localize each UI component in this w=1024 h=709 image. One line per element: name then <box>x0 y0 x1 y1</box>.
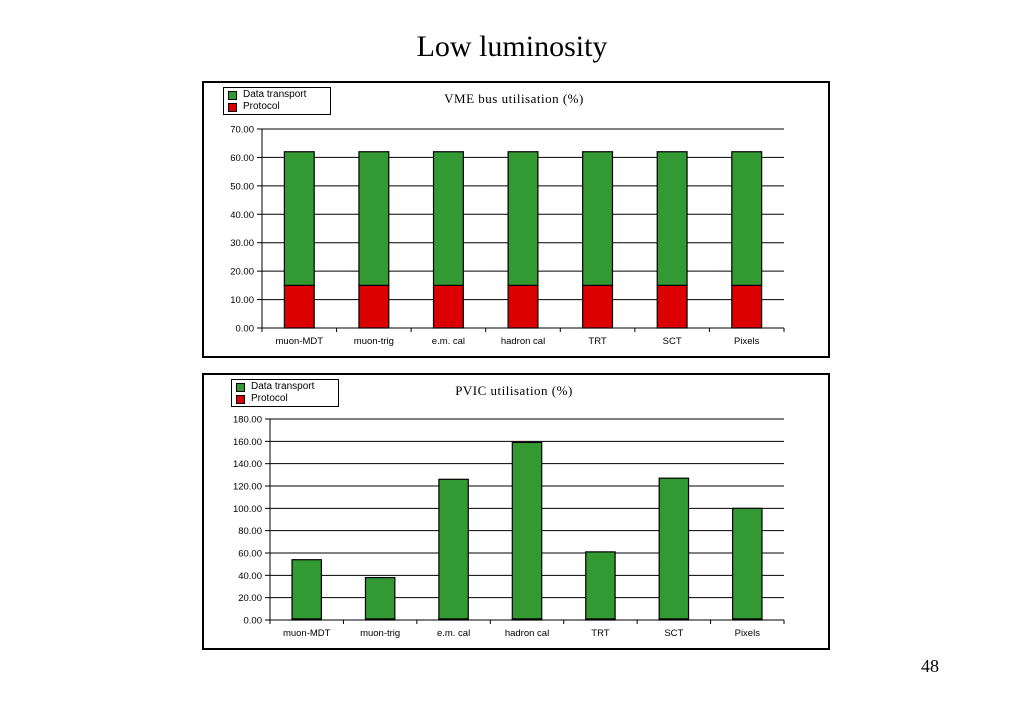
x-tick-label: e.m. cal <box>437 628 470 639</box>
x-tick-label: e.m. cal <box>432 336 465 347</box>
bar-data-transport <box>585 551 616 620</box>
bar-protocol <box>507 284 539 329</box>
legend-swatch-data-transport <box>236 382 245 392</box>
x-tick-label: hadron cal <box>505 628 549 639</box>
y-tick-label: 180.00 <box>233 415 262 426</box>
y-tick-label: 60.00 <box>238 549 262 560</box>
x-tick-label: muon-trig <box>360 628 400 639</box>
y-tick-label: 100.00 <box>233 504 262 515</box>
x-tick-label: Pixels <box>734 336 760 347</box>
vme-bar-chart: 0.00 10.00 20.00 30.00 40.00 50.00 60.00 70.00 m… <box>230 125 785 347</box>
x-tick-label: SCT <box>664 628 683 639</box>
bar-data-transport <box>658 477 690 620</box>
vme-chart-title: VME bus utilisation (%) <box>444 91 584 106</box>
legend-label: Protocol <box>243 101 280 112</box>
y-tick-label: 40.00 <box>230 210 254 221</box>
y-tick-label: 160.00 <box>233 437 262 448</box>
legend-swatch-data-transport <box>228 90 237 100</box>
x-tick-label: muon-MDT <box>276 336 324 347</box>
x-tick-label: TRT <box>588 336 606 347</box>
x-tick-label: TRT <box>591 628 609 639</box>
legend-swatch-protocol <box>236 394 245 404</box>
bar-protocol <box>582 284 614 329</box>
vme-legend: Data transport Protocol <box>223 87 331 115</box>
bar-protocol <box>358 284 390 329</box>
x-tick-label: muon-trig <box>354 336 394 347</box>
bar-data-transport <box>438 478 469 620</box>
bar-data-transport <box>364 576 396 620</box>
y-tick-label: 120.00 <box>233 482 262 493</box>
bar-data-transport <box>731 507 763 620</box>
slide-title: Low luminosity <box>416 30 608 63</box>
legend-label: Data transport <box>251 381 315 392</box>
pvic-chart-panel: 0.00 20.00 40.00 60.00 80.00 100.00 120.00 140.… <box>202 373 830 650</box>
legend-label: Data transport <box>243 89 307 100</box>
y-tick-label: 140.00 <box>233 459 262 470</box>
legend-item-protocol: Protocol <box>236 393 332 405</box>
bar-data-transport <box>283 151 315 286</box>
legend-label: Protocol <box>251 393 288 404</box>
x-tick-label: hadron cal <box>501 336 545 347</box>
legend-item-protocol: Protocol <box>228 101 324 113</box>
bar-protocol <box>656 284 688 329</box>
bar-data-transport <box>582 151 614 286</box>
pvic-chart-title: PVIC utilisation (%) <box>455 383 573 398</box>
legend-item-data-transport: Data transport <box>228 89 324 101</box>
bar-data-transport <box>656 151 688 286</box>
bar-protocol <box>731 284 763 329</box>
y-tick-label: 60.00 <box>230 153 254 164</box>
y-tick-label: 20.00 <box>238 593 262 604</box>
y-tick-label: 20.00 <box>230 267 254 278</box>
y-tick-label: 70.00 <box>230 125 254 136</box>
bar-data-transport <box>731 151 763 286</box>
y-tick-label: 40.00 <box>238 571 262 582</box>
page-number: 48 <box>921 656 939 676</box>
y-tick-label: 10.00 <box>230 295 254 306</box>
y-tick-label: 0.00 <box>244 616 263 627</box>
bar-data-transport <box>507 151 539 286</box>
y-tick-label: 80.00 <box>238 526 262 537</box>
pvic-bar-chart: 0.00 20.00 40.00 60.00 80.00 100.00 120.00 140.… <box>233 415 785 639</box>
y-tick-label: 30.00 <box>230 238 254 249</box>
legend-swatch-protocol <box>228 102 237 112</box>
x-tick-label: SCT <box>663 336 682 347</box>
bar-data-transport <box>432 151 464 286</box>
y-tick-label: 0.00 <box>236 324 255 335</box>
vme-chart-panel: 0.00 10.00 20.00 30.00 40.00 50.00 60.00 70.00 m… <box>202 81 830 358</box>
bar-protocol <box>432 284 464 329</box>
bar-protocol <box>283 284 315 329</box>
pvic-legend: Data transport Protocol <box>231 379 339 407</box>
bar-data-transport <box>291 559 323 620</box>
bar-data-transport <box>511 441 543 620</box>
x-tick-label: Pixels <box>735 628 761 639</box>
legend-item-data-transport: Data transport <box>236 381 332 393</box>
y-tick-label: 50.00 <box>230 181 254 192</box>
x-tick-label: muon-MDT <box>283 628 331 639</box>
bar-data-transport <box>358 151 390 286</box>
